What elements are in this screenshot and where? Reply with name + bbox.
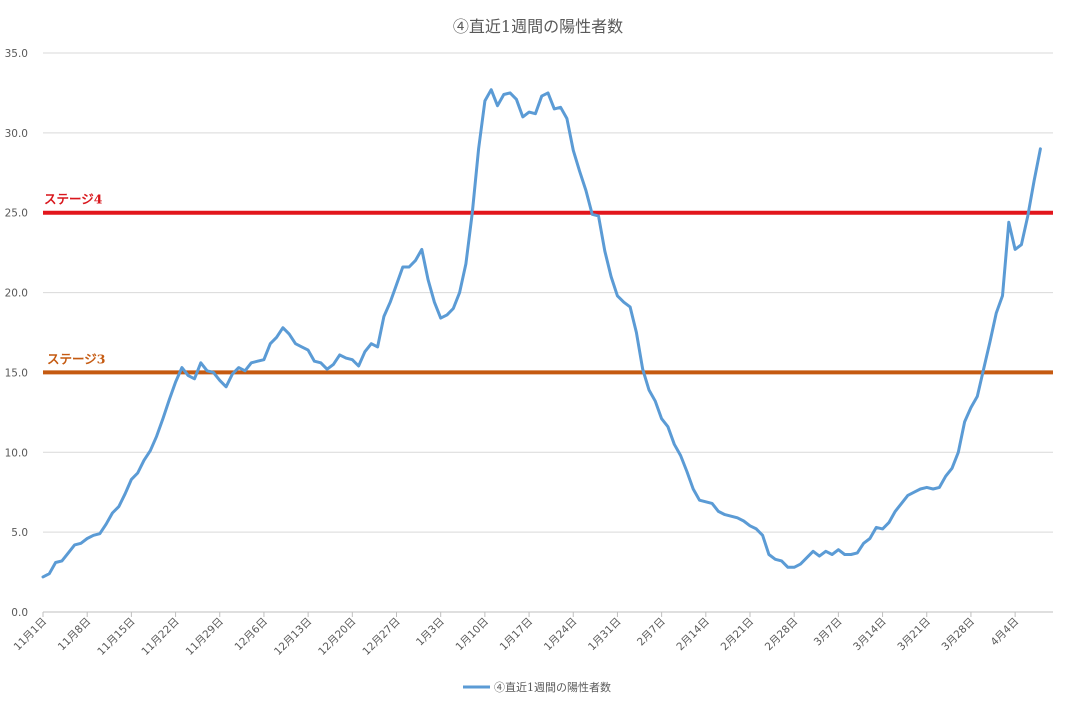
x-tick-label: 3月7日 [812, 616, 845, 649]
x-tick-label: 2月21日 [719, 616, 757, 654]
x-tick-label: 2月7日 [635, 616, 668, 649]
x-tick-label: 3月14日 [851, 616, 889, 654]
x-axis-tick-labels: 11月1日 11月8日 11月15日 11月22日 11月29日 12月6日 12月13日 1… [12, 612, 1021, 658]
y-tick-label: 0.0 [11, 607, 28, 619]
y-axis-tick-labels: 0.0 5.0 10.0 15.0 20.0 25.0 30.0 35.0 [5, 48, 28, 619]
legend-label: ④直近1週間の陽性者数 [494, 680, 611, 694]
x-tick-label: 11月15日 [95, 616, 137, 658]
x-tick-label: 2月14日 [674, 616, 712, 654]
y-tick-label: 15.0 [5, 367, 28, 379]
x-tick-label: 11月8日 [56, 616, 94, 654]
series-line [41, 88, 1042, 579]
x-tick-label: 12月27日 [360, 616, 402, 658]
x-tick-label: 1月17日 [498, 616, 536, 654]
y-tick-label: 20.0 [5, 288, 28, 300]
x-tick-label: 11月1日 [12, 616, 50, 654]
reference-line-label: ステージ4 [44, 192, 103, 207]
x-tick-label: 4月4日 [988, 616, 1021, 649]
x-tick-label: 3月28日 [940, 616, 978, 654]
chart-title: ④直近1週間の陽性者数 [453, 17, 623, 36]
x-tick-label: 1月31日 [586, 616, 624, 654]
reference-line-label: ステージ3 [47, 351, 105, 366]
gridlines [43, 52, 1053, 613]
x-tick-label: 11月29日 [184, 616, 226, 658]
y-tick-label: 5.0 [11, 527, 28, 539]
x-tick-label: 12月20日 [316, 616, 358, 658]
y-tick-label: 10.0 [5, 447, 28, 459]
x-tick-label: 11月22日 [139, 616, 181, 658]
x-tick-label: 1月24日 [542, 616, 580, 654]
x-tick-label: 2月28日 [763, 616, 801, 654]
y-tick-label: 30.0 [5, 128, 28, 140]
reference-lines: ステージ4 ステージ3 [43, 192, 1053, 375]
y-tick-label: 35.0 [5, 48, 28, 60]
x-tick-label: 3月21日 [895, 616, 933, 654]
series-lines [41, 88, 1042, 579]
y-tick-label: 25.0 [5, 208, 28, 220]
x-tick-label: 12月13日 [272, 616, 314, 658]
x-tick-label: 1月3日 [414, 616, 447, 649]
x-tick-label: 1月10日 [453, 616, 491, 654]
x-tick-label: 12月6日 [233, 616, 271, 654]
legend: ④直近1週間の陽性者数 [463, 680, 611, 694]
